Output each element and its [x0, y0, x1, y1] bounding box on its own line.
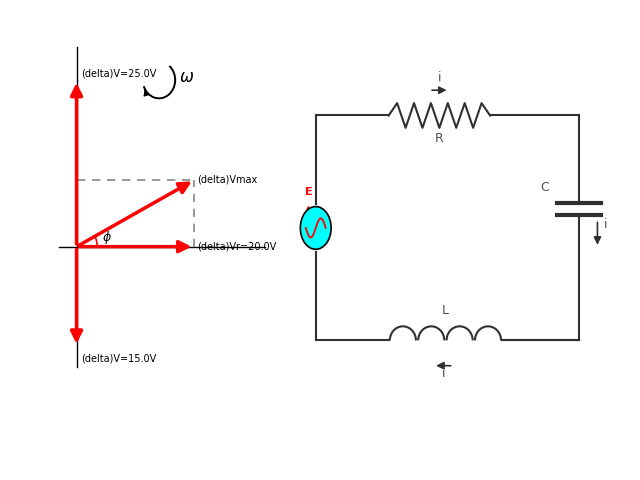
Text: i: i: [438, 71, 441, 84]
Text: (delta)Vr=20.0V: (delta)Vr=20.0V: [197, 241, 276, 252]
Text: i: i: [604, 218, 607, 231]
Text: E: E: [305, 187, 312, 197]
Text: ω: ω: [180, 68, 193, 85]
Text: (delta)V=25.0V: (delta)V=25.0V: [81, 69, 157, 79]
Text: R: R: [435, 132, 444, 145]
Text: (delta)V=15.0V: (delta)V=15.0V: [81, 353, 157, 363]
Text: C: C: [540, 181, 549, 194]
Text: (delta)Vmax: (delta)Vmax: [197, 175, 257, 185]
Text: ϕ: ϕ: [103, 231, 111, 244]
Circle shape: [300, 206, 331, 249]
Text: i: i: [442, 367, 445, 380]
Text: L: L: [442, 304, 449, 317]
